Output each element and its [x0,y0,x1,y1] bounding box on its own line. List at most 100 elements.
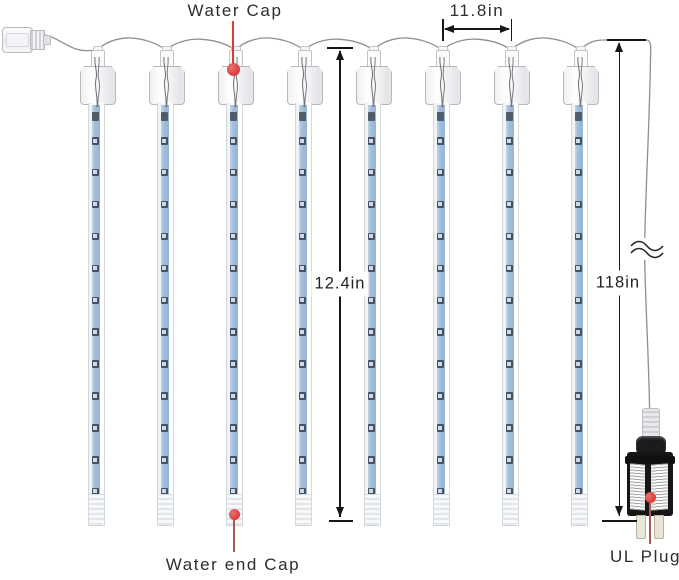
led-icon [160,360,168,368]
led-icon [367,168,375,177]
led-icon [160,424,168,432]
led-icon [436,328,444,336]
plug-prong [636,515,646,539]
led-icon [160,456,168,464]
water-end-cap [296,494,311,525]
led-icon [436,424,444,432]
led-icon [160,328,168,336]
tube-shell [571,103,588,526]
led-icon [436,137,444,145]
red-dot-icon [228,508,240,520]
led-tube [563,45,599,526]
led-icon [367,296,375,304]
led-icon [160,392,168,400]
led-icon [298,200,306,209]
tube-shell [364,103,381,526]
leader-line [233,520,236,552]
wire-end-icon [229,112,237,121]
red-dot-icon [226,62,240,76]
led-icon [436,487,444,496]
led-icon [91,137,99,145]
wire-end-icon [367,112,375,121]
led-icon [574,487,582,496]
led-icon [574,137,582,145]
led-icon [505,264,513,273]
led-icon [505,456,513,464]
wire-end-icon [160,112,168,121]
dimension-lead-label: 118in [592,270,644,296]
water-end-cap [572,494,587,525]
arrow-down-icon [615,506,623,516]
led-icon [436,456,444,464]
led-icon [160,232,168,241]
dimension-length-label: 12.4in [311,271,369,297]
led-icon [367,360,375,368]
arrow-up-icon [615,42,623,52]
led-icon [298,328,306,336]
tube-shell [88,103,105,526]
plug-prong [654,515,664,539]
led-icon [505,168,513,177]
plug-collar [636,436,666,455]
dim-tick [327,47,353,49]
led-icon [298,137,306,145]
tube-shell [295,103,312,526]
connector-body [2,27,33,53]
led-icon [298,487,306,496]
led-icon [91,200,99,209]
inner-wires-icon [577,57,584,108]
led-icon [436,200,444,209]
led-icon [160,264,168,273]
led-icon [505,328,513,336]
inner-wires-icon [370,57,377,108]
led-icon [574,456,582,464]
led-tube [80,45,116,526]
led-icon [229,137,237,145]
led-icon [91,360,99,368]
led-icon [229,296,237,304]
arrow-down-icon [335,507,344,517]
connector-tip [43,35,51,45]
led-icon [367,137,375,145]
led-icon [298,296,306,304]
water-end-cap [89,494,104,525]
water-end-cap [158,494,173,525]
led-icon [436,168,444,177]
water-cap-label: Water Cap [187,1,283,20]
led-icon [436,232,444,241]
led-icon [505,232,513,241]
dim-tick [329,520,353,522]
leader-line [649,502,652,544]
led-tube [494,45,530,526]
wire-end-icon [436,112,444,121]
led-icon [298,360,306,368]
led-icon [505,360,513,368]
led-icon [574,264,582,273]
led-icon [160,487,168,496]
led-icon [229,487,237,496]
led-icon [160,168,168,177]
dimension-spacing-label: 11.8in [449,1,505,20]
inner-wires-icon [163,57,170,108]
water-end-cap-label: Water end Cap [165,555,301,574]
dim-tick [442,19,444,41]
tube-shell [226,103,243,526]
led-tube [425,45,461,526]
wire-end-icon [91,112,99,121]
led-icon [505,296,513,304]
wire-end-icon [505,112,513,121]
led-icon [574,424,582,432]
led-icon [160,200,168,209]
led-icon [574,328,582,336]
led-icon [367,328,375,336]
led-icon [505,137,513,145]
led-icon [367,424,375,432]
water-end-cap [434,494,449,525]
led-icon [298,168,306,177]
led-icon [91,296,99,304]
inner-wires-icon [301,57,308,108]
led-icon [229,424,237,432]
led-icon [298,392,306,400]
led-icon [229,456,237,464]
